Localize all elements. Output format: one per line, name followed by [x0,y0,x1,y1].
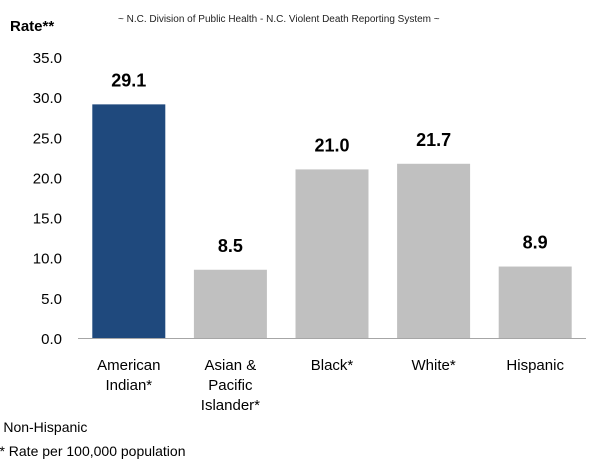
y-tick-label: 10.0 [33,251,62,268]
bar [295,169,369,338]
bar-value-label: 21.0 [314,135,349,155]
x-category-label: Pacific [208,377,253,394]
y-tick-label: 35.0 [33,50,62,67]
x-category-label: Islander* [201,397,260,414]
x-category-label: American [97,357,160,374]
x-category-label: Asian & [205,357,257,374]
y-tick-label: 20.0 [33,170,62,187]
bar [92,104,166,339]
bar [498,266,572,338]
y-tick-label: 0.0 [41,331,62,348]
bar-value-label: 8.5 [218,236,243,256]
y-tick-label: 25.0 [33,130,62,147]
footnote-non-hispanic: * Non-Hispanic [0,419,88,435]
y-tick-label: 30.0 [33,90,62,107]
x-category-label: White* [412,357,456,374]
bar [397,163,471,338]
x-category-label: Hispanic [506,357,564,374]
y-axis-label: Rate** [10,18,55,35]
bar [193,269,267,338]
chart-source-note: ~ N.C. Division of Public Health - N.C. … [118,14,440,25]
bar-value-label: 8.9 [523,233,548,253]
footnote-rate-definition: ** Rate per 100,000 population [0,443,186,459]
bar-value-label: 21.7 [416,130,451,150]
y-tick-label: 5.0 [41,291,62,308]
x-category-label: Indian* [105,377,152,394]
bar-value-label: 29.1 [111,70,146,90]
x-category-label: Black* [311,357,354,374]
y-tick-label: 15.0 [33,211,62,228]
